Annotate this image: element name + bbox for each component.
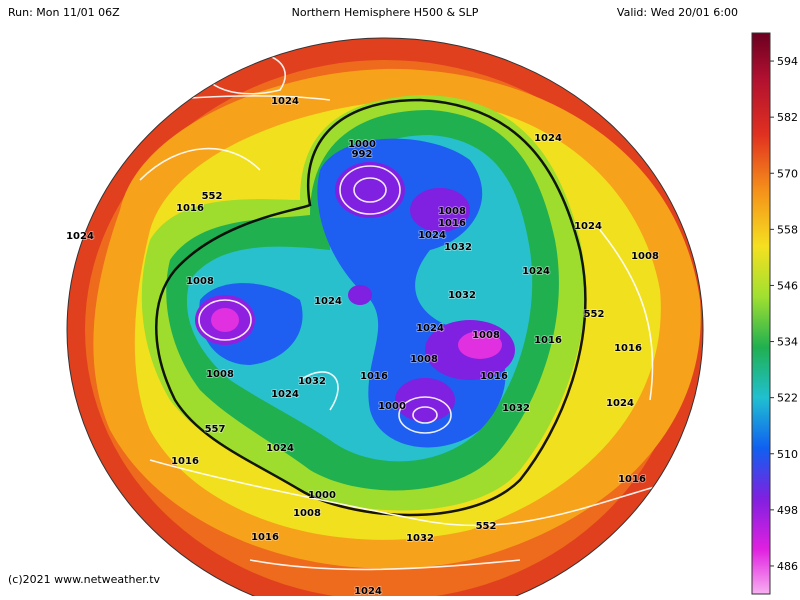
colorbar-tick-label: 558: [777, 223, 798, 236]
contour-label: 1016: [176, 203, 204, 214]
run-label: Run: Mon 11/01 06Z: [8, 6, 120, 19]
contour-label: 1024: [271, 389, 299, 400]
contour-label: 1008: [293, 508, 321, 519]
contour-label: 1024: [416, 323, 444, 334]
colorbar-tick-label: 546: [777, 279, 798, 292]
contour-label: 1016: [438, 218, 466, 229]
contour-label: 1032: [406, 533, 434, 544]
contour-label: 1016: [480, 371, 508, 382]
contour-label: 1024: [266, 443, 294, 454]
contour-label: 552: [202, 191, 223, 202]
contour-label: 1000: [348, 139, 376, 150]
colorbar-tick-label: 594: [777, 55, 798, 68]
contour-label: 1032: [298, 376, 326, 387]
valid-label: Valid: Wed 20/01 6:00: [617, 6, 738, 19]
contour-label: 1024: [534, 133, 562, 144]
contour-label: 1024: [314, 296, 342, 307]
contour-label: 557: [205, 424, 226, 435]
contour-label: 1008: [410, 354, 438, 365]
contour-label: 1024: [418, 230, 446, 241]
colorbar: [751, 32, 771, 595]
contour-label: 1016: [171, 456, 199, 467]
map: [67, 38, 703, 600]
contour-label: 1016: [618, 474, 646, 485]
contour-label: 1008: [631, 251, 659, 262]
contour-label: 1008: [472, 330, 500, 341]
contour-label: 1024: [66, 231, 94, 242]
colorbar-tick-label: 570: [777, 167, 798, 180]
colorbar-tick-label: 522: [777, 392, 798, 405]
contour-label: 1024: [574, 221, 602, 232]
colorbar-tick-label: 510: [777, 448, 798, 461]
copyright: (c)2021 www.netweather.tv: [8, 573, 161, 586]
contour-label: 552: [584, 309, 605, 320]
contour-label: 1032: [444, 242, 472, 253]
contour-label: 1000: [308, 490, 336, 501]
contour-label: 1024: [606, 398, 634, 409]
contour-label: 1000: [378, 401, 406, 412]
contour-label: 1016: [251, 532, 279, 543]
contour-label: 1032: [502, 403, 530, 414]
globe-border: [66, 37, 704, 600]
contour-label: 992: [352, 149, 373, 160]
contour-label: 1024: [522, 266, 550, 277]
contour-label: 1016: [614, 343, 642, 354]
colorbar-tick-label: 486: [777, 560, 798, 573]
contour-label: 1008: [438, 206, 466, 217]
colorbar-tick-label: 498: [777, 504, 798, 517]
contour-label: 1032: [448, 290, 476, 301]
contour-label: 1008: [186, 276, 214, 287]
contour-label: 552: [476, 521, 497, 532]
colorbar-tick-label: 534: [777, 336, 798, 349]
contour-label: 1008: [206, 369, 234, 380]
contour-label: 1016: [360, 371, 388, 382]
contour-label: 1016: [534, 335, 562, 346]
colorbar-tick-label: 582: [777, 111, 798, 124]
contour-label: 1024: [271, 96, 299, 107]
map-title: Northern Hemisphere H500 & SLP: [292, 6, 479, 19]
contour-label: 1024: [354, 586, 382, 596]
